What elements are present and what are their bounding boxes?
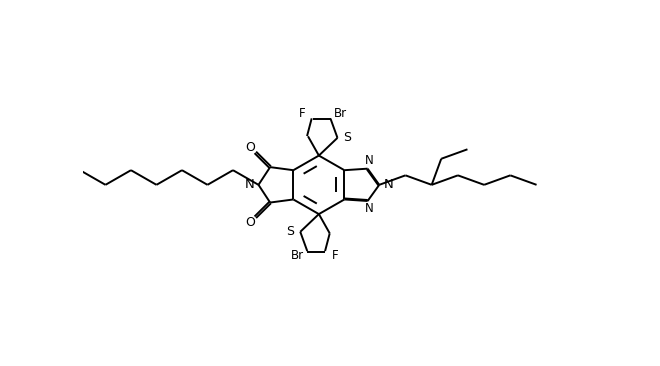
- Text: N: N: [245, 178, 255, 191]
- Text: S: S: [286, 225, 294, 238]
- Text: Br: Br: [290, 249, 304, 262]
- Text: N: N: [365, 154, 374, 168]
- Text: N: N: [383, 178, 393, 191]
- Text: F: F: [299, 108, 306, 120]
- Text: Br: Br: [334, 108, 347, 120]
- Text: F: F: [332, 249, 339, 262]
- Text: O: O: [245, 216, 255, 229]
- Text: O: O: [245, 141, 255, 153]
- Text: S: S: [344, 131, 352, 144]
- Text: N: N: [365, 202, 374, 215]
